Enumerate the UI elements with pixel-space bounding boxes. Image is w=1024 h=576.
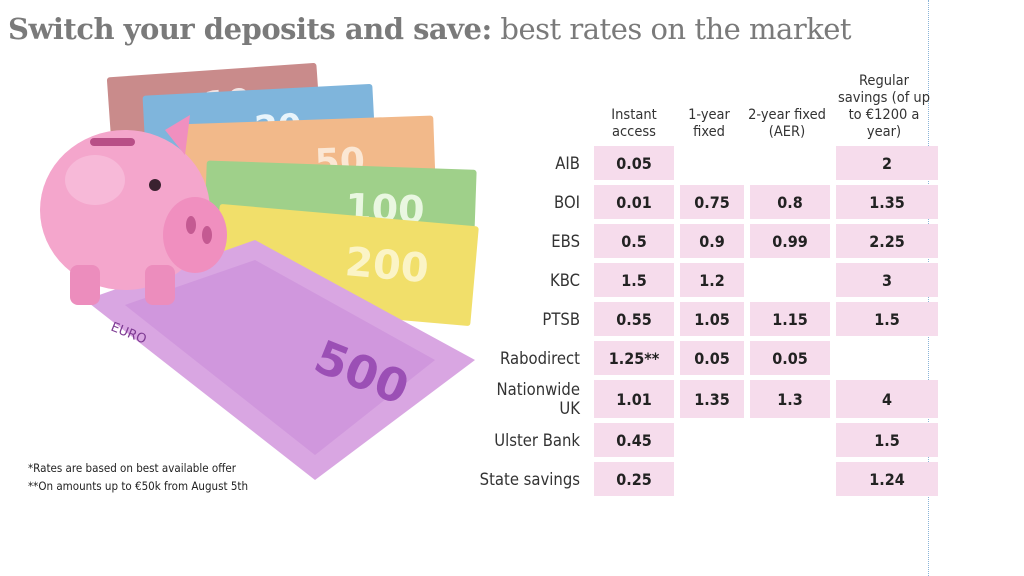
rate-cell-regular-savings: 2.25: [830, 224, 938, 258]
bank-header: [472, 57, 594, 141]
banknote-500: 500 EURO: [85, 240, 475, 480]
rate-cell-regular-savings: 3: [830, 263, 938, 297]
column-header-1-year-fixed: 1-year fixed: [688, 107, 730, 140]
table-row: Rabodirect 1.25** 0.05 0.05: [472, 341, 938, 375]
rate-cell-1-year-fixed: [674, 146, 744, 180]
rate-cell-2-year-fixed: 1.3: [744, 380, 830, 418]
title-bold: Switch your deposits and save:: [8, 12, 492, 46]
rate-cell-1-year-fixed: 1.2: [674, 263, 744, 297]
rate-cell-instant-access: 0.01: [594, 185, 674, 219]
table-row: Ulster Bank 0.45 1.5: [472, 423, 938, 457]
rate-cell-regular-savings: 1.5: [830, 423, 938, 457]
bank-name: Ulster Bank: [494, 430, 580, 450]
table-row: Nationwide UK 1.01 1.35 1.3 4: [472, 380, 938, 418]
rate-cell-2-year-fixed: [744, 423, 830, 457]
table-row: PTSB 0.55 1.05 1.15 1.5: [472, 302, 938, 336]
rate-cell-2-year-fixed: [744, 462, 830, 496]
bank-name: KBC: [550, 270, 580, 290]
rate-cell-1-year-fixed: [674, 462, 744, 496]
rate-cell-1-year-fixed: 0.75: [674, 185, 744, 219]
chart-title: Switch your deposits and save: best rate…: [8, 12, 852, 46]
table-row: BOI 0.01 0.75 0.8 1.35: [472, 185, 938, 219]
rates-table: Instant access 1-year fixed 2-year fixed…: [472, 52, 938, 501]
rate-cell-instant-access: 1.01: [594, 380, 674, 418]
rate-cell-instant-access: 1.25**: [594, 341, 674, 375]
rate-cell-instant-access: 0.25: [594, 462, 674, 496]
rate-cell-regular-savings: 2: [830, 146, 938, 180]
rate-cell-regular-savings: 1.35: [830, 185, 938, 219]
rate-cell-instant-access: 1.5: [594, 263, 674, 297]
piggy-bank-banknotes-illustration: 10 20 50 100 200 500 EURO: [40, 62, 479, 480]
rate-cell-instant-access: 0.5: [594, 224, 674, 258]
rate-cell-1-year-fixed: 1.05: [674, 302, 744, 336]
rate-cell-1-year-fixed: 0.9: [674, 224, 744, 258]
bank-name: PTSB: [542, 309, 580, 329]
table-row: State savings 0.25 1.24: [472, 462, 938, 496]
table-row: AIB 0.05 2: [472, 146, 938, 180]
rate-cell-2-year-fixed: 0.05: [744, 341, 830, 375]
bank-name: EBS: [551, 231, 580, 251]
banknote-label: 200: [343, 239, 430, 292]
piggy-bank-icon: [40, 115, 227, 305]
header-row: Instant access 1-year fixed 2-year fixed…: [472, 57, 938, 141]
rates-body: AIB 0.05 2 BOI 0.01 0.75 0.8 1.35 EBS 0.5 0.9 0.99 2…: [472, 146, 938, 496]
column-header-instant-access: Instant access: [611, 107, 657, 140]
footnotes: *Rates are based on best available offer…: [28, 459, 248, 495]
rate-cell-2-year-fixed: 0.99: [744, 224, 830, 258]
rate-cell-instant-access: 0.45: [594, 423, 674, 457]
title-rest: best rates on the market: [491, 12, 852, 46]
column-header-regular-savings: Regular savings (of up to €1200 a year): [838, 73, 930, 140]
rate-cell-regular-savings: 1.5: [830, 302, 938, 336]
rate-cell-instant-access: 0.55: [594, 302, 674, 336]
rate-cell-regular-savings: [830, 341, 938, 375]
rate-cell-1-year-fixed: 0.05: [674, 341, 744, 375]
footnote-2: **On amounts up to €50k from August 5th: [28, 479, 249, 493]
bank-name: Nationwide UK: [496, 380, 580, 418]
rate-cell-regular-savings: 1.24: [830, 462, 938, 496]
rate-cell-regular-savings: 4: [830, 380, 938, 418]
rate-cell-2-year-fixed: [744, 146, 830, 180]
rate-cell-instant-access: 0.05: [594, 146, 674, 180]
rate-cell-2-year-fixed: 1.15: [744, 302, 830, 336]
rate-cell-2-year-fixed: [744, 263, 830, 297]
column-header-2-year-fixed: 2-year fixed (AER): [748, 107, 826, 140]
bank-name: State savings: [479, 469, 580, 489]
bank-name: Rabodirect: [500, 348, 580, 368]
bank-name: AIB: [555, 153, 580, 173]
rate-cell-1-year-fixed: 1.35: [674, 380, 744, 418]
footnote-1: *Rates are based on best available offer: [28, 461, 236, 475]
bank-name: BOI: [554, 192, 580, 212]
table-row: EBS 0.5 0.9 0.99 2.25: [472, 224, 938, 258]
table-row: KBC 1.5 1.2 3: [472, 263, 938, 297]
rate-cell-1-year-fixed: [674, 423, 744, 457]
rate-cell-2-year-fixed: 0.8: [744, 185, 830, 219]
